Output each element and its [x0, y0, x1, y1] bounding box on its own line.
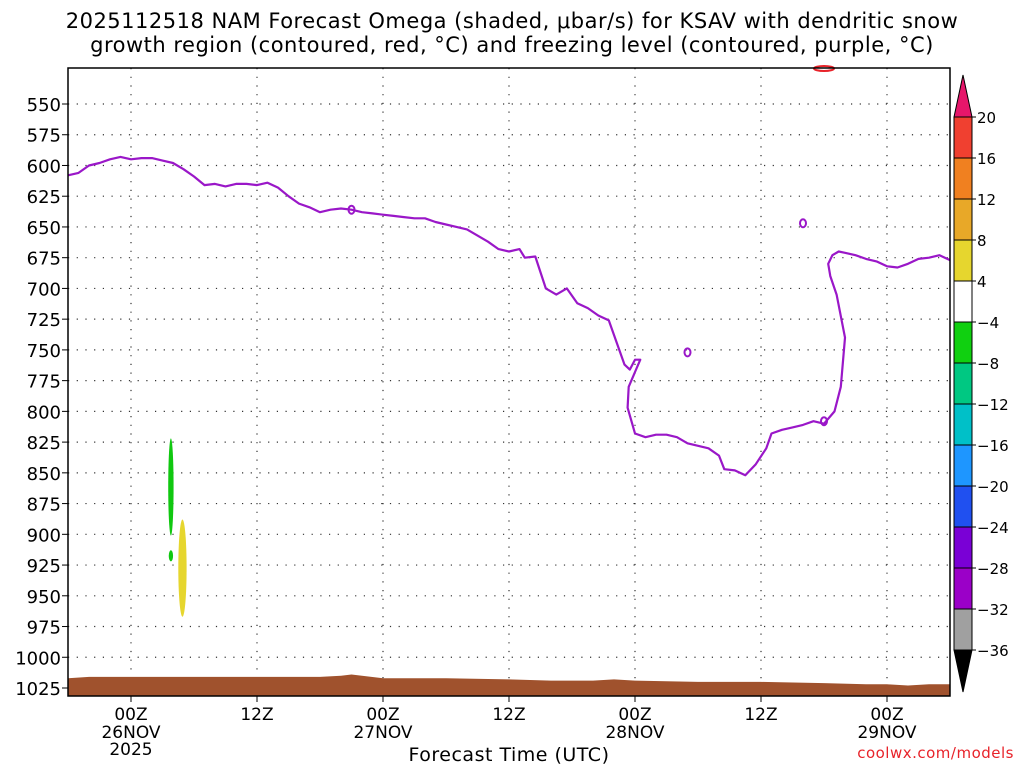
x-tick-date: 26NOV [101, 723, 160, 743]
colorbar-swatch [953, 116, 973, 159]
colorbar-swatch [953, 403, 973, 446]
y-tick-label: 600 [27, 156, 61, 177]
y-tick-label: 875 [27, 495, 61, 516]
y-tick-label: 700 [27, 279, 61, 300]
y-axis: 550 575 600 625 650 675 700 725 750 775 800 825 850 8… [15, 95, 68, 700]
y-tick-label: 825 [27, 433, 61, 454]
y-tick-label: 550 [27, 95, 61, 116]
terrain-fill [68, 674, 950, 696]
colorbar-swatch [953, 321, 973, 364]
x-tick-date: 29NOV [857, 723, 916, 743]
colorbar: 20 16 12 8 4 −4 −8 −12 −16 −20 −24 −28 −32 −36 [953, 74, 1009, 693]
colorbar-label: −4 [977, 314, 999, 332]
colorbar-label: 12 [977, 191, 996, 209]
colorbar-label: −28 [977, 560, 1009, 578]
x-tick-label: 12Z [744, 705, 777, 725]
chart-title-line-2: growth region (contoured, red, °C) and f… [90, 33, 934, 57]
freezing-level-contour [67, 155, 951, 477]
x-tick-year: 2025 [109, 740, 152, 760]
y-tick-label: 675 [27, 249, 61, 270]
x-tick-label: 00Z [870, 705, 903, 725]
x-tick-label: 12Z [492, 705, 525, 725]
colorbar-top-arrow [953, 74, 973, 118]
colorbar-label: 16 [977, 150, 996, 168]
y-tick-label: 775 [27, 372, 61, 393]
colorbar-label: −24 [977, 519, 1009, 537]
colorbar-swatch [953, 239, 973, 282]
gridlines [68, 68, 950, 696]
y-tick-label: 650 [27, 218, 61, 239]
colorbar-label: −32 [977, 601, 1009, 619]
y-tick-label: 575 [27, 126, 61, 147]
freezing-level-ring [347, 204, 356, 215]
chart-title-line-1: 2025112518 NAM Forecast Omega (shaded, μ… [65, 9, 959, 33]
x-tick-date: 28NOV [605, 723, 664, 743]
x-tick-label: 00Z [366, 705, 399, 725]
colorbar-swatch [953, 280, 973, 323]
colorbar-label: −20 [977, 478, 1009, 496]
freezing-level-ring [799, 218, 807, 229]
colorbar-label: 4 [977, 273, 987, 291]
y-tick-label: 750 [27, 341, 61, 362]
colorbar-label: −16 [977, 437, 1009, 455]
freezing-level-line [67, 155, 951, 477]
colorbar-label: −8 [977, 355, 999, 373]
y-tick-label: 800 [27, 402, 61, 423]
colorbar-swatch [953, 608, 973, 651]
omega-shaded-cell [168, 438, 174, 536]
colorbar-label: 20 [977, 109, 996, 127]
y-tick-label: 625 [27, 187, 61, 208]
x-tick-label: 00Z [618, 705, 651, 725]
y-tick-label: 850 [27, 464, 61, 485]
x-axis-title: Forecast Time (UTC) [408, 744, 610, 766]
colorbar-swatch [953, 157, 973, 200]
x-tick-date: 27NOV [353, 723, 412, 743]
y-tick-label: 1025 [15, 679, 61, 700]
site-credit[interactable]: coolwx.com/models [857, 744, 1014, 762]
y-tick-label: 950 [27, 587, 61, 608]
y-tick-label: 975 [27, 618, 61, 639]
colorbar-swatch [953, 198, 973, 241]
omega-shaded-cell [168, 550, 174, 562]
terrain-polygon [68, 674, 950, 696]
colorbar-swatch [953, 444, 973, 487]
x-tick-label: 12Z [240, 705, 273, 725]
y-tick-label: 725 [27, 310, 61, 331]
colorbar-label: −36 [977, 642, 1009, 660]
colorbar-label: −12 [977, 396, 1009, 414]
y-tick-label: 900 [27, 525, 61, 546]
omega-shading [168, 65, 835, 617]
colorbar-swatch [953, 362, 973, 405]
colorbar-bottom-arrow [953, 649, 973, 693]
y-tick-label: 1000 [15, 648, 61, 669]
colorbar-swatch [953, 526, 973, 569]
colorbar-label: 8 [977, 232, 987, 250]
colorbar-swatch [953, 485, 973, 528]
freezing-level-ring [820, 416, 828, 427]
x-tick-label: 00Z [114, 705, 147, 725]
freezing-level-ring [683, 347, 692, 358]
y-tick-label: 925 [27, 556, 61, 577]
colorbar-swatch [953, 567, 973, 610]
omega-shaded-cell [178, 519, 187, 617]
